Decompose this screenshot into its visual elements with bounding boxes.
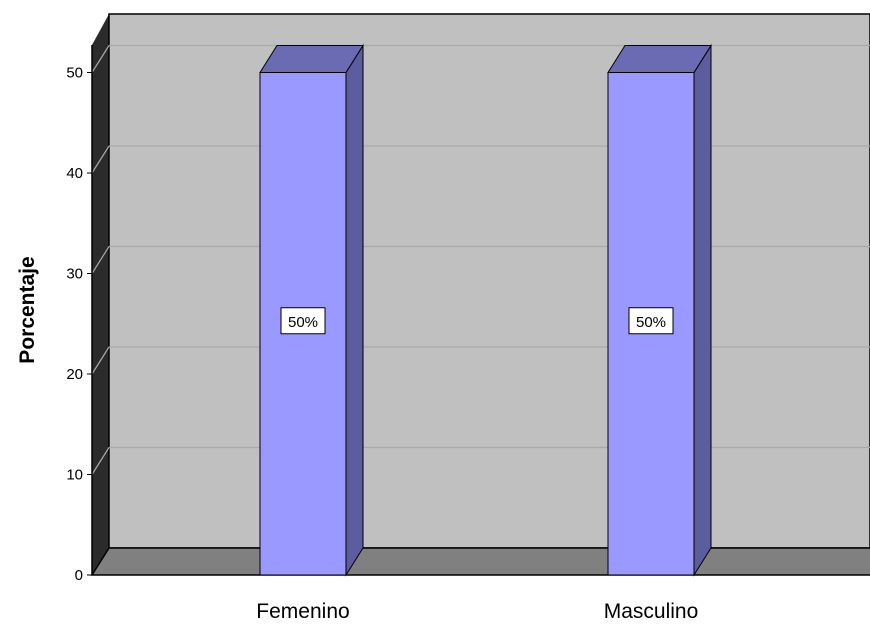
bar-top — [607, 45, 712, 73]
x-axis: Femenino Masculino — [256, 600, 698, 623]
x-category-label: Masculino — [604, 600, 699, 623]
y-tick-label: 10 — [66, 467, 83, 484]
y-axis: 0 10 20 30 40 50 — [66, 45, 93, 584]
y-tick-label: 0 — [75, 567, 83, 584]
back-wall — [108, 13, 870, 549]
y-tick-label: 50 — [66, 65, 83, 82]
bar-top — [259, 45, 364, 73]
bar: 50% — [607, 43, 712, 577]
data-label-box — [628, 307, 674, 335]
data-label-text: 50% — [636, 314, 666, 331]
x-category-label: Femenino — [256, 600, 349, 623]
bar: 50% — [259, 43, 364, 577]
gridlines — [91, 44, 870, 475]
gridline-depth — [91, 246, 110, 274]
y-tick-label: 40 — [66, 165, 83, 182]
data-label-box — [280, 307, 326, 335]
gridline-depth — [91, 346, 110, 375]
data-label: 50% — [628, 307, 674, 335]
bar-side — [345, 43, 364, 577]
bars: 50% 50% — [259, 43, 712, 577]
gridline-depth — [91, 45, 110, 73]
gridline-depth — [91, 145, 110, 174]
bar-side — [693, 43, 712, 577]
y-tick-label: 20 — [66, 366, 83, 383]
floor — [90, 547, 870, 576]
left-wall — [92, 14, 109, 575]
y-tick-label: 30 — [66, 266, 83, 283]
gridline-depth — [91, 447, 110, 475]
data-label-text: 50% — [288, 314, 318, 331]
data-label: 50% — [280, 307, 326, 335]
y-axis-label: Porcentaje — [16, 256, 39, 363]
